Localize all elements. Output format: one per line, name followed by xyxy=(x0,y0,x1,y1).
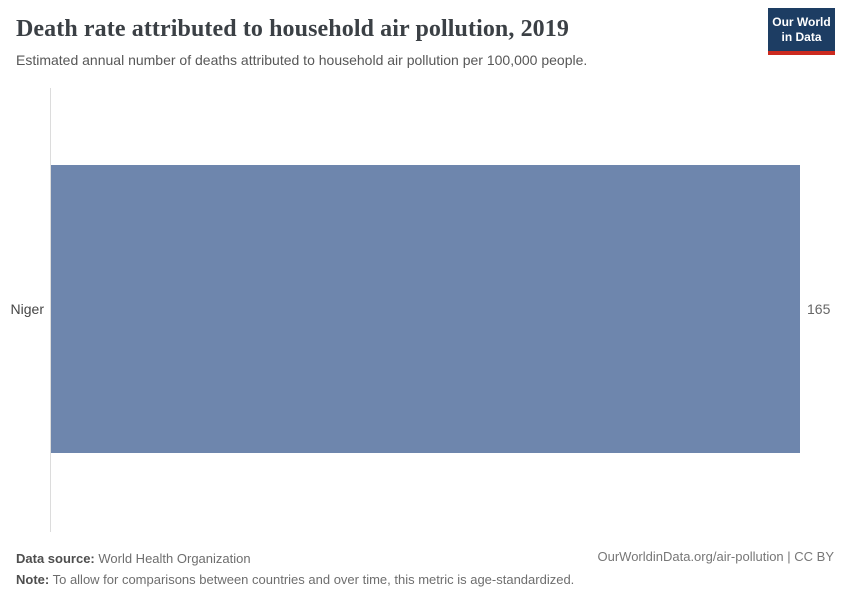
note-value: To allow for comparisons between countri… xyxy=(49,572,575,587)
owid-logo-line2: in Data xyxy=(781,30,822,44)
datasource-value: World Health Organization xyxy=(94,551,251,566)
chart-footer: Data source: World Health Organization N… xyxy=(16,548,574,590)
note-line: Note: To allow for comparisons between c… xyxy=(16,569,574,590)
owid-logo-line1: Our World xyxy=(772,15,831,29)
y-axis-line xyxy=(50,88,51,532)
owid-logo[interactable]: Our World in Data xyxy=(768,8,835,55)
chart-subtitle: Estimated annual number of deaths attrib… xyxy=(16,52,588,68)
datasource-line: Data source: World Health Organization xyxy=(16,548,574,569)
bar-niger[interactable] xyxy=(51,165,800,453)
value-label-niger: 165 xyxy=(807,301,831,317)
entity-label-niger: Niger xyxy=(10,301,44,317)
page-title: Death rate attributed to household air p… xyxy=(16,16,569,42)
note-label: Note: xyxy=(16,572,50,587)
credit-link[interactable]: OurWorldinData.org/air-pollution | CC BY xyxy=(597,549,834,564)
datasource-label: Data source: xyxy=(16,551,95,566)
